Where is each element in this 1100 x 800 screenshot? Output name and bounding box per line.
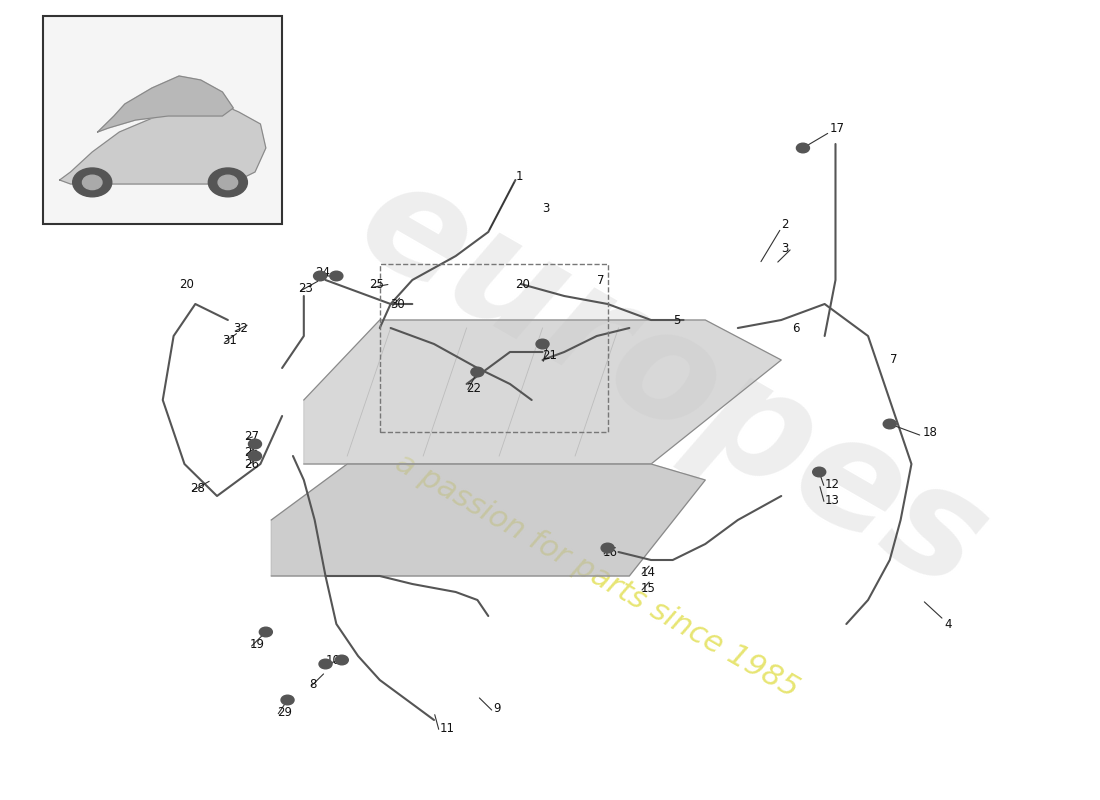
Text: 13: 13 — [825, 494, 839, 506]
FancyBboxPatch shape — [43, 16, 282, 224]
Circle shape — [249, 439, 262, 449]
Polygon shape — [304, 320, 781, 464]
Text: 14: 14 — [640, 566, 656, 578]
Text: 12: 12 — [825, 478, 839, 490]
Text: 26: 26 — [244, 458, 260, 470]
Text: 31: 31 — [222, 334, 238, 346]
Circle shape — [218, 175, 238, 190]
Text: 20: 20 — [516, 278, 530, 290]
Text: 1: 1 — [516, 170, 522, 182]
Text: 16: 16 — [602, 546, 617, 558]
Text: 2: 2 — [781, 218, 789, 230]
Text: 9: 9 — [494, 702, 502, 714]
Text: a passion for parts since 1985: a passion for parts since 1985 — [389, 448, 804, 704]
Text: 24: 24 — [315, 266, 330, 278]
Circle shape — [330, 271, 343, 281]
Text: 32: 32 — [233, 322, 249, 334]
Text: 3: 3 — [781, 242, 789, 254]
Text: 19: 19 — [250, 638, 265, 650]
Circle shape — [601, 543, 614, 553]
Circle shape — [249, 451, 262, 461]
Text: europes: europes — [333, 146, 1012, 622]
Circle shape — [314, 271, 327, 281]
Text: 28: 28 — [190, 482, 205, 494]
Text: 25: 25 — [368, 278, 384, 290]
Circle shape — [796, 143, 810, 153]
Circle shape — [536, 339, 549, 349]
Circle shape — [471, 367, 484, 377]
Text: 17: 17 — [830, 122, 845, 134]
Text: 30: 30 — [390, 298, 406, 310]
Polygon shape — [272, 464, 705, 576]
Circle shape — [813, 467, 826, 477]
Text: 10: 10 — [326, 654, 340, 666]
Text: 20: 20 — [179, 278, 194, 290]
Text: 21: 21 — [542, 350, 558, 362]
Text: 8: 8 — [309, 678, 317, 690]
Text: 4: 4 — [944, 618, 952, 630]
Text: 22: 22 — [466, 382, 482, 394]
Text: 23: 23 — [298, 282, 314, 294]
Text: 5: 5 — [673, 314, 680, 326]
Circle shape — [883, 419, 896, 429]
Circle shape — [336, 655, 349, 665]
Polygon shape — [59, 100, 266, 184]
Text: 3: 3 — [542, 202, 550, 214]
Text: 27: 27 — [244, 430, 260, 442]
Text: 15: 15 — [640, 582, 656, 594]
Text: 29: 29 — [277, 706, 292, 718]
Text: 7: 7 — [597, 274, 604, 286]
Circle shape — [208, 168, 248, 197]
Text: 26: 26 — [244, 446, 260, 458]
Text: 18: 18 — [922, 426, 937, 438]
Circle shape — [280, 695, 294, 705]
Polygon shape — [98, 76, 233, 132]
Text: 6: 6 — [792, 322, 800, 334]
Text: 7: 7 — [890, 354, 898, 366]
Circle shape — [319, 659, 332, 669]
Circle shape — [73, 168, 112, 197]
Circle shape — [260, 627, 273, 637]
Text: 11: 11 — [439, 722, 454, 734]
Circle shape — [82, 175, 102, 190]
